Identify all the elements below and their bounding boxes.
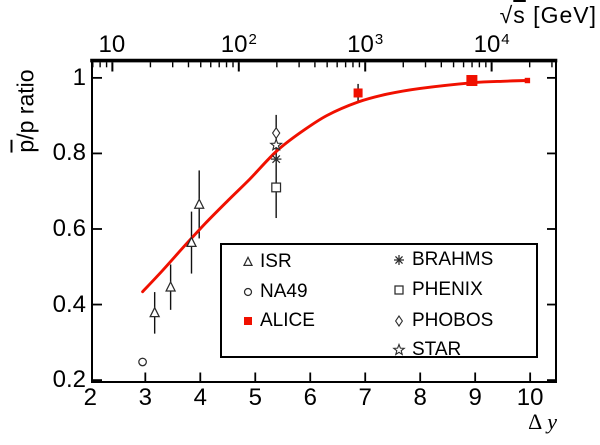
legend-brahms-marker-icon (393, 255, 404, 266)
na49-marker (138, 357, 147, 367)
x-tick-label-4: 4 (193, 384, 207, 411)
legend-phobos-marker-icon (394, 315, 403, 327)
isr-marker (149, 306, 161, 318)
fit-curve-endcap (524, 77, 531, 84)
legend-alice-label: ALICE (260, 309, 315, 331)
legend-star-label: STAR (412, 339, 462, 361)
top-tick-label-10e4: 104 (460, 27, 524, 58)
x-tick-label-10: 10 (516, 384, 544, 411)
legend-isr-label: ISR (260, 251, 292, 273)
isr-marker (165, 280, 177, 292)
top-axis-title: √s [GeV] (500, 2, 597, 29)
x-tick-label-9: 9 (468, 384, 482, 411)
x-tick-label-3: 3 (138, 384, 152, 411)
legend-brahms-label: BRAHMS (412, 249, 494, 271)
legend-alice-marker-icon (244, 316, 252, 325)
phobos-legend-glyph (394, 315, 403, 327)
top-tick-base: 10 (347, 31, 374, 58)
brahms-marker (270, 153, 282, 165)
top-tick-label-10e2: 102 (207, 27, 271, 58)
top-tick-label-10e1: 10 (80, 27, 144, 58)
top-axis-title-s: s (513, 2, 526, 28)
y-tick-label-0.4: 0.4 (52, 290, 86, 318)
legend-star-marker-icon (391, 343, 406, 357)
x-tick-label-6: 6 (303, 384, 317, 411)
x-tick-label-5: 5 (248, 384, 262, 411)
x-tick-label-7: 7 (358, 384, 372, 411)
phenix-legend-glyph (394, 285, 404, 295)
na49-legend-glyph (243, 287, 253, 296)
star-marker (269, 137, 284, 152)
star-legend-glyph (391, 343, 406, 357)
top-tick-exp: 2 (248, 31, 257, 48)
top-axis-title-unit: [GeV] (525, 2, 597, 28)
legend-phenix-label: PHENIX (412, 279, 483, 301)
y-tick-label-1: 1 (72, 63, 86, 91)
alice-marker (466, 75, 478, 87)
isr-legend-glyph (242, 256, 254, 267)
legend-na49-label: NA49 (260, 280, 308, 302)
alice-legend-glyph (244, 316, 252, 325)
legend-phobos-label: PHOBOS (412, 310, 494, 331)
brahms-legend-glyph (393, 255, 404, 266)
top-tick-exp: 4 (501, 31, 510, 48)
y-tick-label-0.2: 0.2 (52, 366, 86, 394)
legend-na49-marker-icon (243, 287, 253, 296)
x-axis-title-delta: Δ (528, 409, 543, 434)
phobos-marker (271, 126, 281, 140)
top-tick-base: 10 (473, 31, 501, 58)
x-tick-label-2: 2 (83, 384, 98, 411)
legend-isr-marker-icon (242, 256, 254, 267)
y-tick-label-0.6: 0.6 (52, 214, 86, 242)
top-tick-base: 10 (98, 31, 126, 58)
y-tick-label-0.8: 0.8 (52, 139, 86, 167)
sqrt-icon: √ (499, 2, 514, 28)
top-tick-exp: 3 (374, 31, 384, 48)
alice-marker (353, 88, 363, 98)
top-tick-base: 10 (220, 31, 248, 58)
x-tick-label-8: 8 (413, 384, 427, 411)
isr-marker (193, 197, 205, 209)
legend-phenix-marker-icon (394, 285, 404, 295)
isr-marker (185, 236, 198, 248)
x-axis-title-var: y (547, 409, 557, 434)
phenix-marker (271, 182, 282, 193)
legend-box: ISR NA49 ALICE BRAHMS PHENIX PHOBOS STAR (220, 243, 538, 361)
top-tick-label-10e3: 103 (333, 27, 397, 58)
